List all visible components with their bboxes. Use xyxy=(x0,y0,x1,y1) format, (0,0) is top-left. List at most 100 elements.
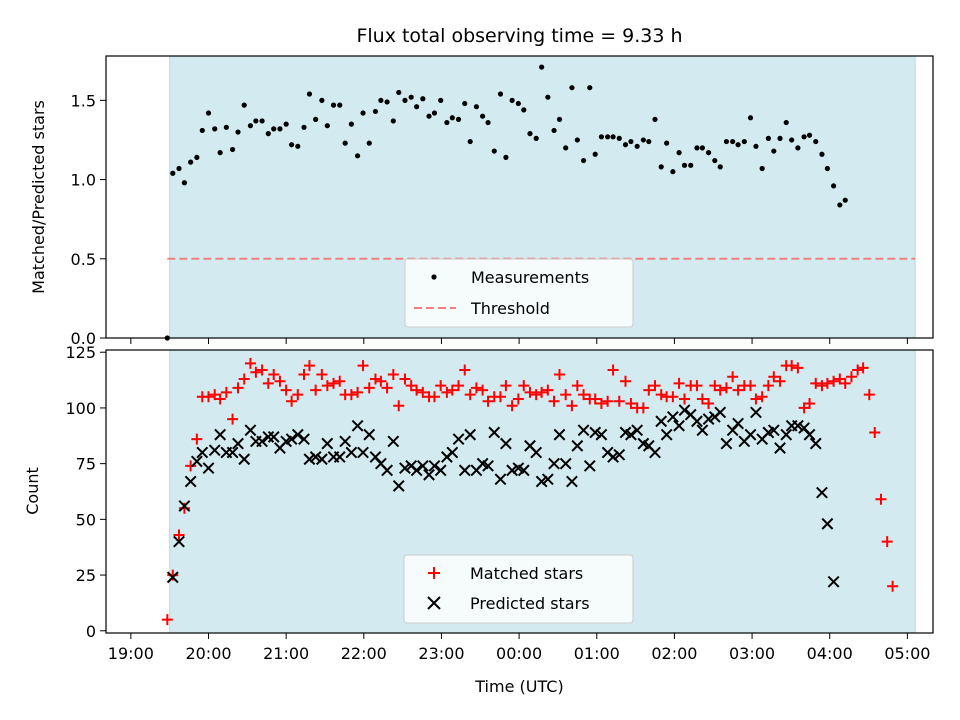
measurement-point xyxy=(539,64,545,70)
measurement-point xyxy=(813,138,819,145)
bottom-x-tick-label: 21:00 xyxy=(263,644,309,663)
top-legend-box xyxy=(404,258,634,328)
measurement-point xyxy=(634,143,640,149)
measurement-point xyxy=(188,159,194,165)
legend-matched-label: Matched stars xyxy=(470,564,583,583)
matched-star-point xyxy=(863,389,875,401)
measurement-point xyxy=(753,143,759,149)
bottom-x-axis-label: Time (UTC) xyxy=(474,677,563,696)
matched-star-point xyxy=(316,369,328,381)
predicted-star-point xyxy=(660,428,673,441)
top-y-tick-label: 1.0 xyxy=(71,171,96,190)
bottom-y-tick-label: 25 xyxy=(76,566,96,585)
matched-star-point xyxy=(310,384,322,396)
top-chart: 0.0 0.5 1.0 1.5 Flux total observing time =… xyxy=(29,25,934,348)
measurement-point xyxy=(480,113,486,119)
measurement-point xyxy=(765,135,771,141)
matched-star-point xyxy=(553,369,565,381)
measurement-point xyxy=(372,108,379,115)
predicted-star-point xyxy=(816,486,828,499)
matched-star-point xyxy=(185,460,197,472)
predicted-star-point xyxy=(535,475,548,488)
measurement-point xyxy=(616,135,622,141)
measurement-point xyxy=(384,99,390,105)
measurement-point xyxy=(747,115,754,121)
measurement-point xyxy=(694,145,700,151)
legend-measurements-label: Measurements xyxy=(471,268,589,287)
measurement-point xyxy=(414,104,420,110)
measurement-point xyxy=(824,165,830,172)
measurement-point xyxy=(444,119,450,126)
matched-star-point xyxy=(857,362,869,374)
matched-star-point xyxy=(417,386,429,398)
measurement-point xyxy=(592,151,598,157)
predicted-star-point xyxy=(744,428,757,441)
matched-star-point xyxy=(393,400,405,412)
matched-star-point xyxy=(262,377,274,389)
measurement-point xyxy=(759,165,765,172)
predicted-star-point xyxy=(803,428,816,441)
predicted-star-point xyxy=(315,453,328,466)
predicted-star-point xyxy=(678,404,691,417)
measurement-point xyxy=(181,180,188,186)
measurement-point xyxy=(556,116,563,122)
matched-star-point xyxy=(786,360,798,372)
measurement-point xyxy=(527,131,533,137)
matched-star-point xyxy=(679,393,691,405)
matched-star-point xyxy=(518,380,530,392)
measurement-point xyxy=(622,142,629,148)
predicted-star-point xyxy=(577,424,590,437)
measurement-point xyxy=(431,110,438,116)
top-y-tick-label: 1.5 xyxy=(71,91,96,110)
predicted-star-point xyxy=(494,473,507,486)
measurement-point xyxy=(771,148,777,154)
matched-star-point xyxy=(828,375,840,387)
measurement-point xyxy=(342,140,348,146)
measurement-point xyxy=(217,150,223,156)
matched-star-point xyxy=(720,382,732,394)
measurement-point xyxy=(569,85,575,91)
predicted-star-point xyxy=(166,571,179,584)
measurement-point xyxy=(259,118,265,124)
bottom-y-tick-label: 75 xyxy=(76,455,96,474)
predicted-star-point xyxy=(446,446,459,459)
matched-star-point xyxy=(566,400,578,412)
predicted-star-point xyxy=(732,417,744,430)
matched-star-point xyxy=(411,384,423,396)
matched-star-point xyxy=(619,375,631,387)
predicted-star-point xyxy=(827,575,840,588)
measurement-point xyxy=(253,118,259,124)
measurement-point xyxy=(194,154,200,160)
predicted-star-point xyxy=(500,437,512,450)
predicted-star-point xyxy=(821,517,834,530)
predicted-star-point xyxy=(196,446,209,459)
measurement-point xyxy=(652,116,658,122)
measurement-point xyxy=(521,107,527,113)
bottom-y-tick-label: 100 xyxy=(65,399,96,418)
predicted-star-point xyxy=(173,535,185,548)
matched-star-point xyxy=(381,382,393,394)
top-legend: Measurements Threshold xyxy=(404,258,634,328)
predicted-star-point xyxy=(244,424,257,437)
matched-star-point xyxy=(220,386,232,398)
bottom-legend: Matched stars Predicted stars xyxy=(403,554,634,624)
predicted-star-point xyxy=(452,433,465,446)
predicted-star-point xyxy=(184,475,197,488)
measurement-point xyxy=(283,121,289,127)
matched-star-point xyxy=(203,391,215,403)
matched-star-point xyxy=(441,386,453,398)
predicted-star-point xyxy=(351,419,364,432)
matched-star-point xyxy=(303,360,315,372)
measurement-point xyxy=(313,116,319,122)
predicted-star-point xyxy=(208,444,221,457)
measurement-point xyxy=(491,148,497,154)
measurement-point xyxy=(819,151,825,157)
matched-star-point xyxy=(357,360,369,372)
predicted-star-point xyxy=(178,500,191,512)
matched-star-point xyxy=(589,393,601,405)
predicted-star-point xyxy=(256,435,268,448)
measurement-point xyxy=(801,134,807,140)
matched-star-point xyxy=(875,493,887,505)
predicted-star-point xyxy=(750,406,762,419)
predicted-star-point xyxy=(780,428,793,441)
